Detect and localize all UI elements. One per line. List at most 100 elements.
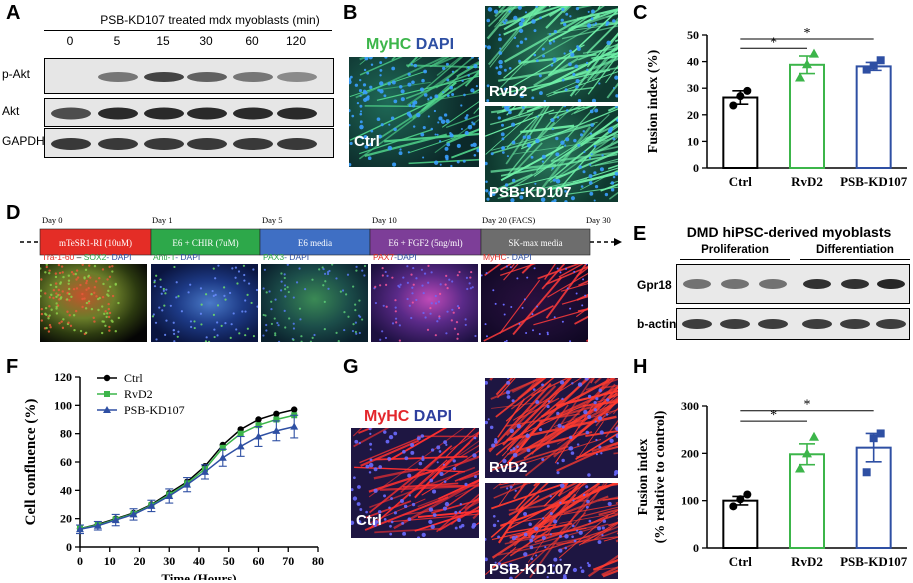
bar-rvd2 xyxy=(789,63,825,169)
nucleus-dot xyxy=(498,64,503,69)
nucleus-dot xyxy=(593,199,596,202)
myotube-fiber xyxy=(515,483,541,511)
nucleus-dot xyxy=(585,264,588,266)
y-tick-label: 20 xyxy=(687,108,699,122)
nucleus-dot xyxy=(472,122,476,126)
cell-dot xyxy=(286,264,289,266)
blot-a-row-1 xyxy=(44,98,334,127)
myotube-fiber xyxy=(539,398,618,423)
nucleus-dot xyxy=(521,106,525,110)
nucleus-dot xyxy=(412,125,416,128)
myotube-fiber xyxy=(502,378,571,446)
cell-dot xyxy=(104,310,107,313)
nucleus-dot xyxy=(461,523,465,528)
legend-marker xyxy=(104,391,110,397)
nucleus-dot xyxy=(568,435,573,440)
timeline-micrograph-1 xyxy=(151,264,258,342)
cell-dot xyxy=(93,286,97,289)
nucleus-dot xyxy=(571,382,574,385)
cell-dot xyxy=(300,335,303,338)
y-axis-label: Fusion index xyxy=(636,439,651,516)
cell-dot xyxy=(88,276,92,279)
blot-a-time-label: 15 xyxy=(156,34,170,48)
myotube-fiber xyxy=(577,6,593,9)
cell-dot xyxy=(212,313,216,316)
cell-dot xyxy=(318,268,321,271)
myotube-fiber xyxy=(405,69,479,100)
myotube-fiber xyxy=(605,419,618,438)
nucleus-dot xyxy=(511,122,516,127)
nucleus-dot xyxy=(511,399,515,403)
cell-dot xyxy=(155,338,158,341)
nucleus-dot xyxy=(519,195,524,200)
nucleus-dot xyxy=(526,448,531,453)
cell-dot xyxy=(276,321,279,325)
bar-ctrl xyxy=(722,499,759,550)
cell-dot xyxy=(391,322,395,325)
cell-dot xyxy=(283,273,286,276)
cell-dot xyxy=(176,335,179,338)
nucleus-dot xyxy=(497,70,502,76)
y-tick-label: 40 xyxy=(687,55,699,69)
cell-dot xyxy=(40,295,42,298)
cell-dot xyxy=(326,271,330,274)
nucleus-dot xyxy=(363,135,368,140)
nucleus-dot xyxy=(442,91,445,94)
data-point xyxy=(272,426,281,434)
nucleus-dot xyxy=(569,340,572,342)
nucleus-dot xyxy=(368,471,372,474)
stain-caption: Anti-T- DAPI xyxy=(153,252,200,262)
nucleus-dot xyxy=(525,433,530,438)
nucleus-dot xyxy=(598,82,601,85)
nucleus-dot xyxy=(501,146,506,150)
nucleus-dot xyxy=(434,133,437,136)
x-tick-label: 30 xyxy=(163,554,175,568)
timeline-day-label: Day 5 xyxy=(262,215,283,225)
nucleus-dot xyxy=(351,114,355,118)
myotube-fiber xyxy=(598,384,618,390)
cell-dot xyxy=(50,308,53,311)
nucleus-dot xyxy=(605,21,610,25)
nucleus-dot xyxy=(579,566,583,569)
cell-dot xyxy=(108,325,111,329)
myotube-fiber xyxy=(591,51,618,81)
nucleus-dot xyxy=(519,93,525,99)
cell-dot xyxy=(466,287,469,291)
nucleus-dot xyxy=(522,135,526,139)
nucleus-dot xyxy=(582,493,586,497)
myotube-fiber xyxy=(534,513,618,544)
nucleus-dot xyxy=(516,277,519,280)
nucleus-dot xyxy=(454,510,458,514)
cell-dot xyxy=(354,330,357,334)
nucleus-dot xyxy=(500,123,505,127)
nucleus-dot xyxy=(504,183,509,187)
myotube-fiber xyxy=(438,505,479,531)
nucleus-dot xyxy=(373,488,378,493)
cell-dot xyxy=(252,268,255,271)
nucleus-dot xyxy=(443,480,447,483)
cell-dot xyxy=(262,313,265,317)
cell-dot xyxy=(177,330,180,333)
panel-label-f: F xyxy=(6,356,19,378)
x-tick-label: 40 xyxy=(193,554,205,568)
data-point xyxy=(802,448,812,458)
cell-dot xyxy=(193,320,196,323)
nucleus-dot xyxy=(541,154,546,159)
cell-dot xyxy=(456,333,460,336)
myotube-fiber xyxy=(372,442,471,527)
stain-caption: MyHC- DAPI xyxy=(483,252,532,262)
cell-dot xyxy=(70,270,74,274)
significance-star: * xyxy=(804,26,811,41)
cell-dot xyxy=(101,320,104,323)
cell-dot xyxy=(81,297,84,301)
nucleus-dot xyxy=(433,109,437,113)
cell-dot xyxy=(337,340,340,342)
myotube-fiber xyxy=(553,396,618,458)
myotube-fiber xyxy=(587,42,618,82)
cell-dot xyxy=(236,282,239,285)
myotube-fiber xyxy=(490,112,533,126)
cell-dot xyxy=(384,336,388,340)
nucleus-dot xyxy=(365,510,368,514)
cell-dot xyxy=(59,281,63,284)
myotube-fiber xyxy=(497,378,516,399)
